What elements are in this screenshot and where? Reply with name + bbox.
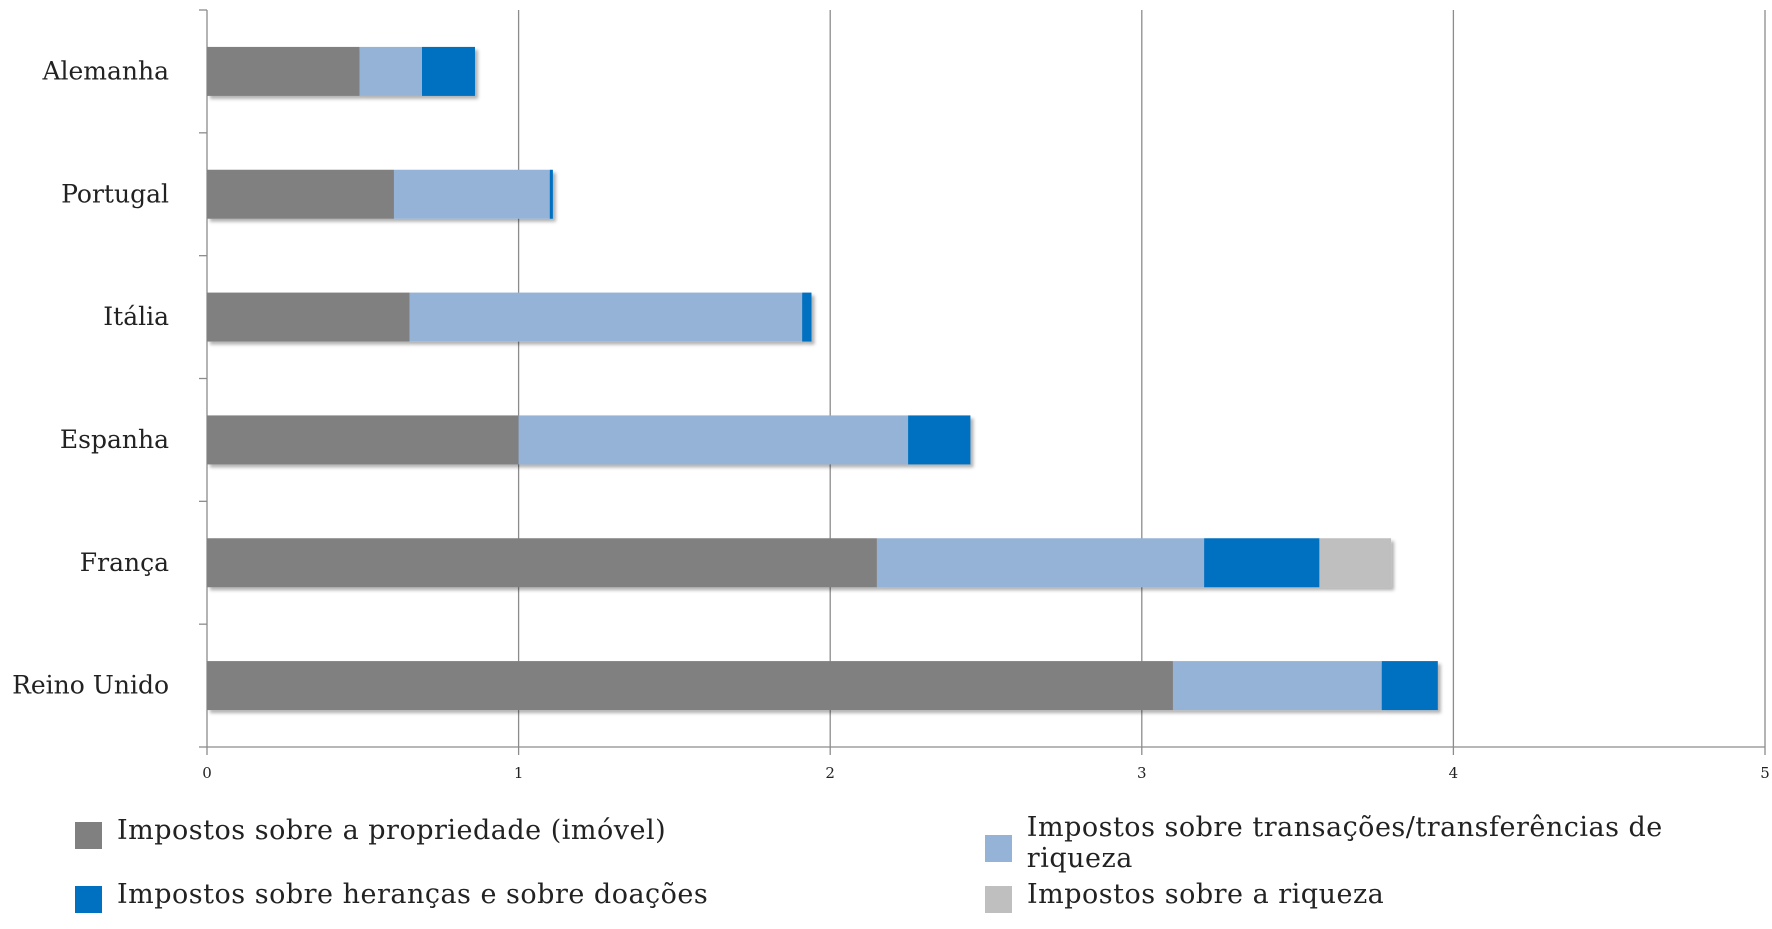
category-label-0: Alemanha bbox=[41, 56, 169, 85]
bar-4-series-2 bbox=[1204, 538, 1320, 588]
bar-2-series-2 bbox=[802, 292, 812, 342]
bar-stack-2 bbox=[207, 292, 812, 342]
bar-stack-4 bbox=[207, 538, 1392, 588]
bar-4-series-1 bbox=[876, 538, 1205, 588]
bar-5-series-2 bbox=[1381, 661, 1438, 711]
bar-stack-0 bbox=[207, 46, 475, 96]
bar-2-series-0 bbox=[207, 292, 410, 342]
bar-2-series-1 bbox=[409, 292, 803, 342]
bar-4-series-3 bbox=[1319, 538, 1392, 588]
bar-4-series-0 bbox=[207, 538, 877, 588]
bar-stack-1 bbox=[207, 169, 553, 219]
category-label-5: Reino Unido bbox=[12, 671, 169, 700]
category-label-1: Portugal bbox=[61, 179, 169, 208]
bar-stack-5 bbox=[207, 661, 1438, 711]
bar-1-series-1 bbox=[393, 169, 550, 219]
bar-3-series-0 bbox=[207, 415, 519, 465]
bar-1-series-0 bbox=[207, 169, 394, 219]
bar-3-series-2 bbox=[908, 415, 971, 465]
x-tick-label-0: 0 bbox=[202, 764, 212, 782]
bar-1-series-2 bbox=[549, 169, 553, 219]
x-tick-label-5: 5 bbox=[1760, 764, 1770, 782]
bar-3-series-1 bbox=[518, 415, 909, 465]
gridlines bbox=[517, 10, 1766, 747]
x-tick-label-3: 3 bbox=[1137, 764, 1147, 782]
category-label-4: França bbox=[80, 548, 169, 577]
bar-0-series-1 bbox=[359, 46, 423, 96]
x-tick-label-2: 2 bbox=[825, 764, 835, 782]
bar-stack-3 bbox=[207, 415, 971, 465]
axes bbox=[199, 9, 1766, 755]
x-tick-label-4: 4 bbox=[1449, 764, 1459, 782]
bars bbox=[207, 46, 1438, 711]
x-tick-label-1: 1 bbox=[514, 764, 524, 782]
category-label-3: Espanha bbox=[60, 425, 169, 454]
labels: 0 1 2 3 4 5 Alemanha Portugal Itália Espanha Franç… bbox=[12, 56, 1770, 782]
category-label-2: Itália bbox=[103, 302, 169, 331]
bar-0-series-0 bbox=[207, 46, 360, 96]
bar-5-series-1 bbox=[1172, 661, 1382, 711]
bar-0-series-2 bbox=[422, 46, 475, 96]
bar-5-series-0 bbox=[207, 661, 1173, 711]
